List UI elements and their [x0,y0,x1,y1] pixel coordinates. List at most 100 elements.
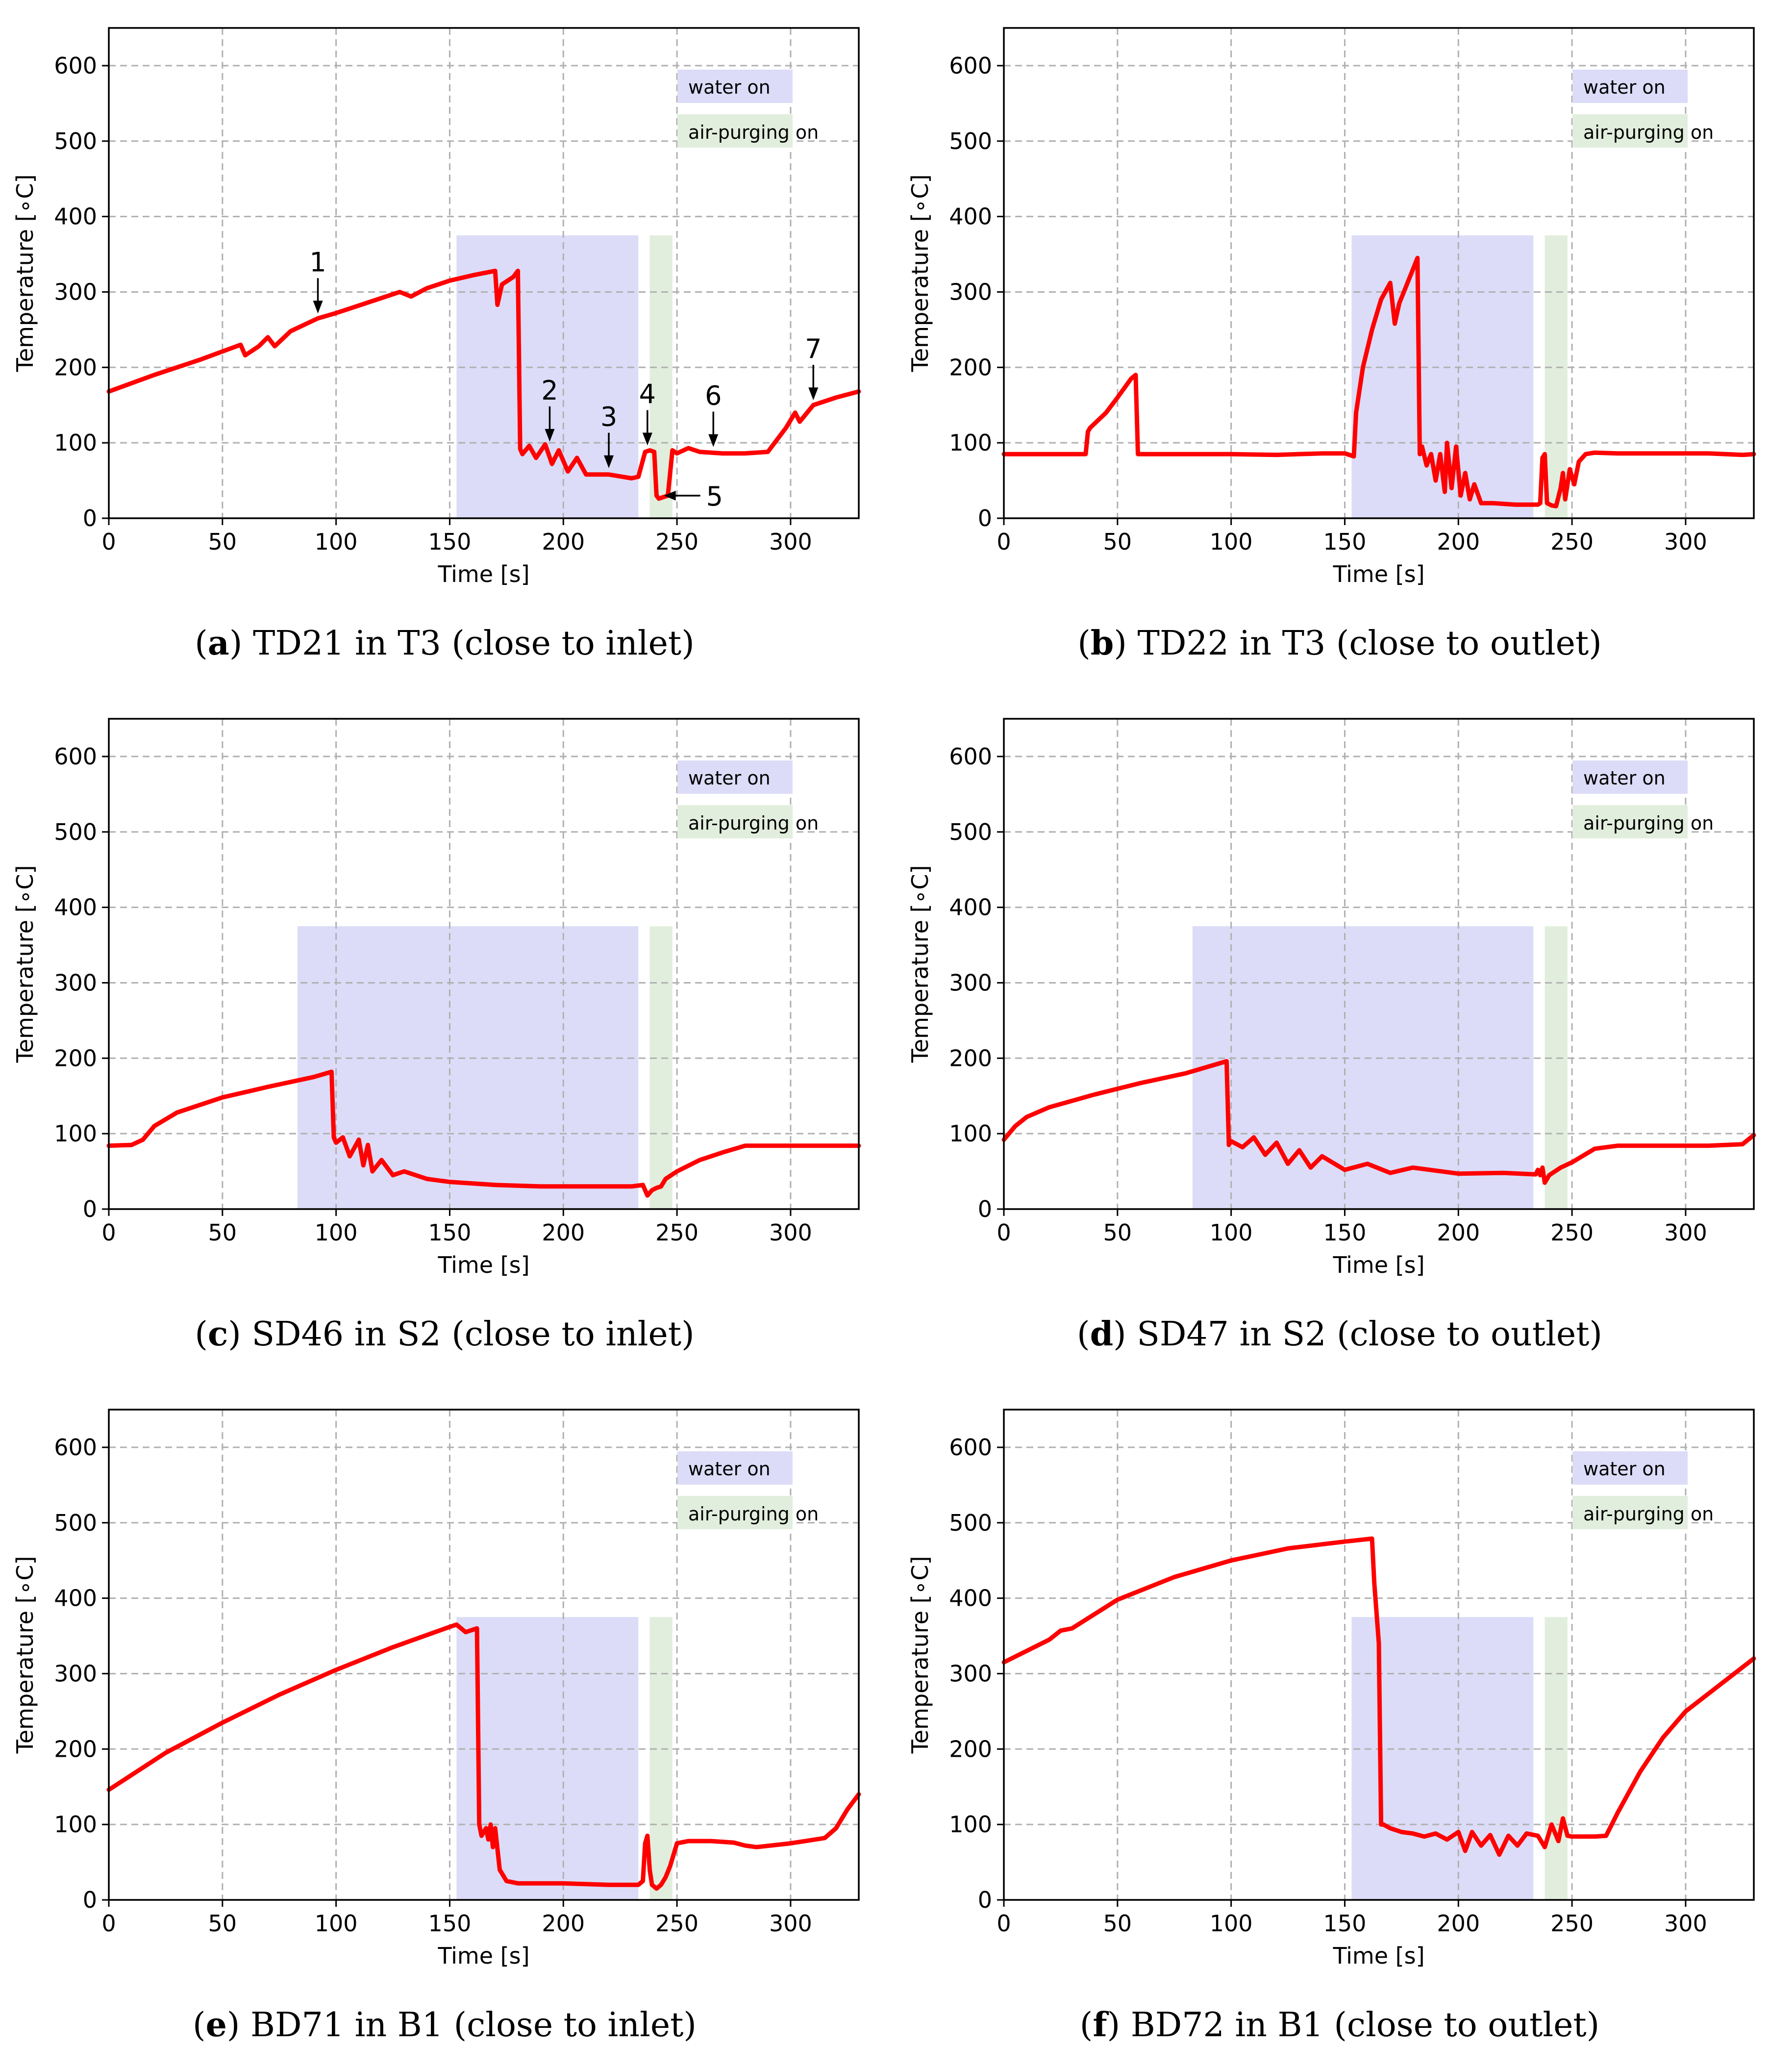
y-tick-label: 100 [54,430,97,456]
legend-air-swatch [677,114,793,148]
water-on-span [456,235,639,519]
caption-letter: d [1090,1314,1114,1354]
y-tick-label: 300 [949,278,992,305]
caption-letter: a [208,624,229,663]
x-tick-label: 50 [1103,529,1132,555]
x-tick-label: 100 [315,1219,358,1246]
y-tick-label: 200 [54,354,97,380]
y-tick-label: 600 [54,743,97,770]
y-tick-label: 200 [54,1736,97,1762]
x-tick-label: 150 [1323,1219,1367,1246]
y-tick-label: 0 [978,1887,992,1913]
x-tick-label: 300 [1664,1219,1707,1246]
y-tick-label: 600 [949,743,992,770]
axes-frame [108,1409,860,1901]
y-axis-label: Temperature [∘C] [12,175,38,373]
legend-air-label: air-purging on [688,122,819,143]
caption-open-paren: ( [1077,1315,1090,1354]
caption-open-paren: ( [195,624,208,663]
x-tick-label: 150 [1323,1910,1367,1937]
y-tick-label: 400 [949,1585,992,1612]
x-tick-label: 0 [101,1910,116,1937]
x-tick-label: 0 [997,1219,1011,1246]
x-tick-label: 50 [208,529,237,555]
caption: (c) SD46 in S2 (close to inlet) [195,1314,694,1354]
annotation-7: 7 [805,333,822,401]
y-tick-label: 600 [949,1434,992,1461]
x-axis-label: Time [s] [1332,1943,1424,1969]
water-on-span [456,1617,639,1900]
axes-frame [1003,718,1755,1210]
legend-air-label: air-purging on [1583,122,1714,143]
x-tick-label: 100 [315,1910,358,1937]
legend-water-swatch [677,70,793,103]
axes-frame [1003,1409,1755,1901]
y-tick-label: 200 [949,354,992,380]
caption-text: SD46 in S2 (close to inlet) [241,1315,695,1354]
annotation-label: 7 [805,333,822,364]
y-tick-label: 100 [54,1811,97,1838]
caption-close-paren: ) [227,2006,240,2045]
caption-close-paren: ) [1114,624,1127,663]
x-tick-label: 50 [208,1910,237,1937]
legend-water-swatch [677,760,793,794]
x-axis-label: Time [s] [1332,1252,1424,1278]
chart-panel-e: water on air-purging on 0 50 100 150 200 250 300… [12,1409,861,2045]
legend-air-swatch [1572,114,1688,148]
x-axis-label: Time [s] [437,561,529,587]
legend-water-label: water on [1583,1458,1666,1480]
y-tick-label: 500 [54,128,97,154]
legend-air-swatch [677,805,793,838]
series-line-BD71 [106,1622,861,1891]
y-tick-label: 200 [949,1736,992,1762]
x-tick-label: 100 [1210,529,1253,555]
y-tick-label: 100 [54,1120,97,1147]
axes-frame [108,718,860,1210]
annotation-label: 3 [600,402,617,432]
caption-text: BD72 in B1 (close to outlet) [1120,2006,1599,2045]
y-tick-label: 500 [54,1510,97,1536]
x-tick-label: 150 [428,529,472,555]
legend-air-label: air-purging on [1583,1503,1714,1525]
legend-water-label: water on [1583,767,1666,789]
legend-water-label: water on [688,767,771,789]
series-line-SD46 [106,1069,861,1198]
annotation-label: 5 [706,481,723,512]
x-tick-label: 0 [101,1219,116,1246]
caption-letter: e [206,2005,227,2045]
air-purging-span [649,926,673,1209]
caption-letter: c [208,1314,228,1354]
annotation-5: 5 [664,481,723,512]
x-tick-label: 50 [208,1219,237,1246]
y-tick-label: 400 [949,894,992,921]
annotation-4: 4 [639,379,656,446]
annotation-label: 4 [639,379,656,410]
y-axis-label: Temperature [∘C] [12,865,38,1063]
legend-air-swatch [677,1496,793,1529]
annotation-label: 2 [541,375,558,406]
y-tick-label: 500 [54,819,97,845]
caption-text: TD21 in T3 (close to inlet) [242,624,694,663]
x-tick-label: 250 [1550,1219,1594,1246]
y-tick-label: 0 [83,1196,97,1222]
y-tick-label: 600 [54,52,97,79]
y-tick-label: 400 [54,894,97,921]
y-tick-label: 600 [54,1434,97,1461]
y-tick-label: 500 [949,1510,992,1536]
x-axis-label: Time [s] [437,1252,529,1278]
caption-open-paren: ( [1080,2006,1093,2045]
y-tick-label: 100 [949,430,992,456]
legend-water-label: water on [1583,76,1666,98]
x-tick-label: 200 [1437,1910,1480,1937]
y-tick-label: 0 [83,1887,97,1913]
x-tick-label: 250 [1550,1910,1594,1937]
annotation-arrow-head [313,301,323,314]
chart-panel-b: water on air-purging on 0 50 100 150 200 250 300… [907,27,1756,663]
axes-frame [1003,27,1755,519]
chart-panel-c: water on air-purging on 0 50 100 150 200 250 300… [12,718,861,1354]
water-on-span [297,926,639,1209]
x-axis-label: Time [s] [437,1943,529,1969]
x-tick-label: 200 [542,1910,585,1937]
